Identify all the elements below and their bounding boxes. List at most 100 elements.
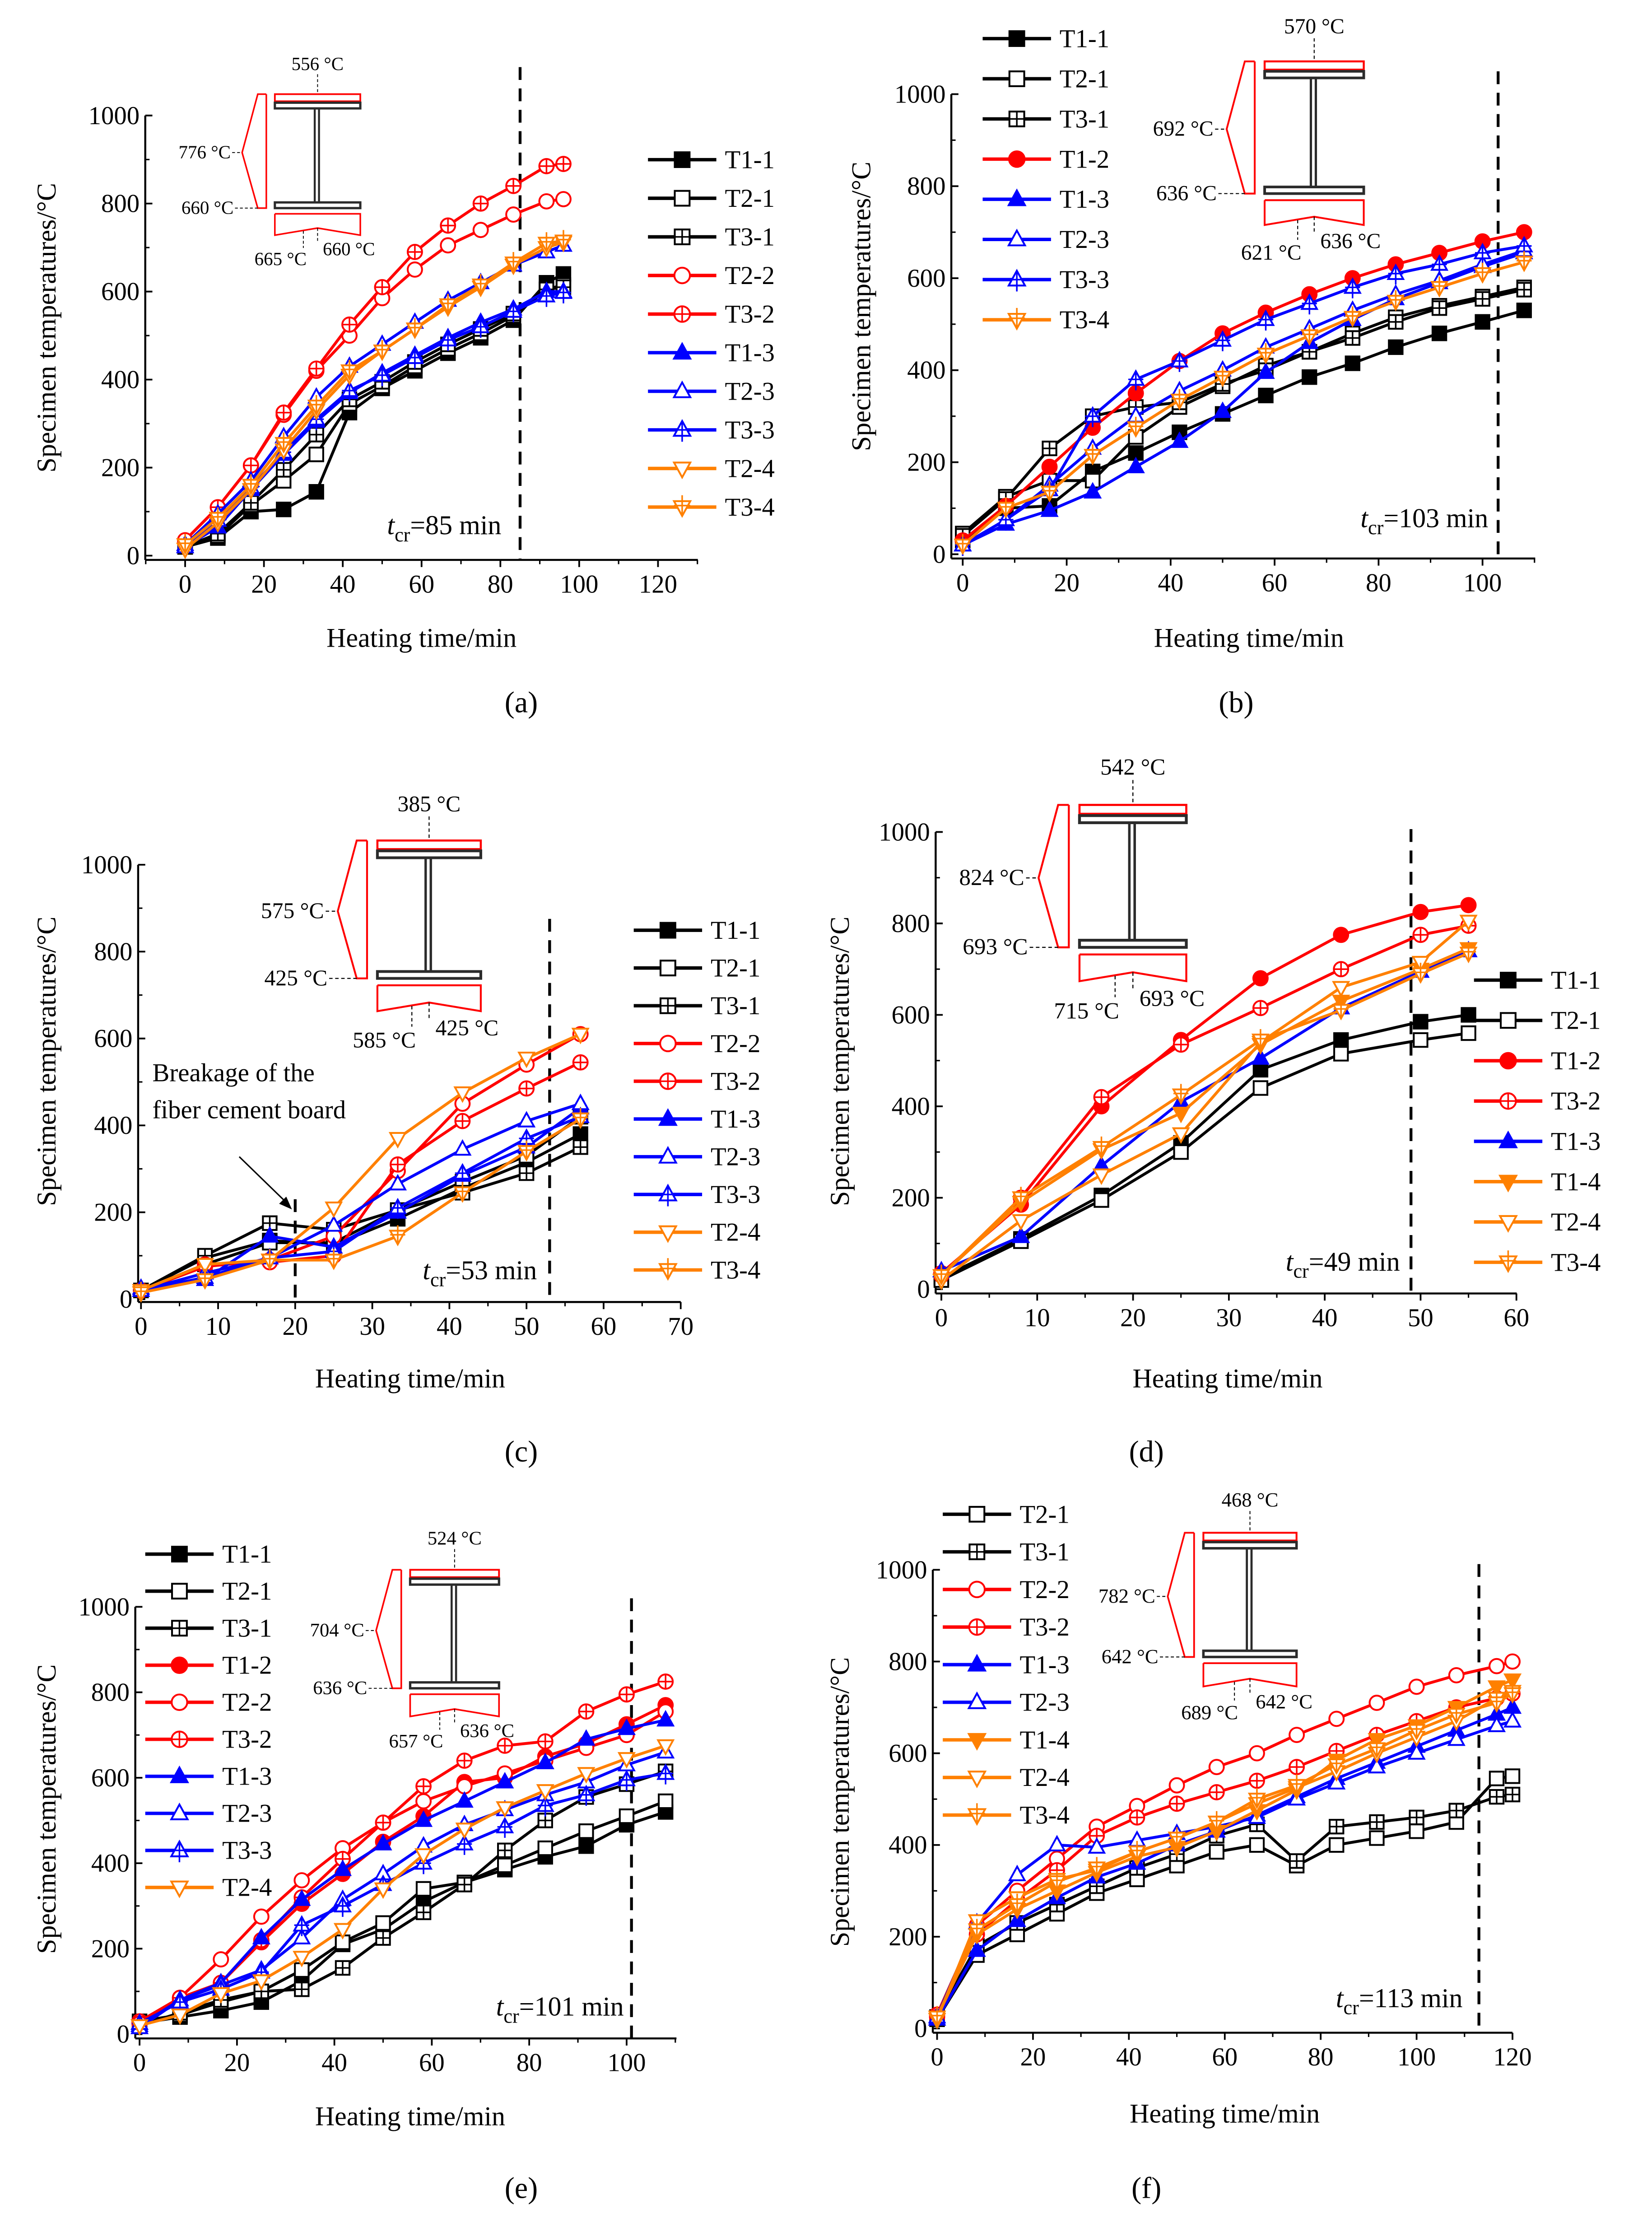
series-T2-2 (929, 1653, 1521, 2023)
bottom-flange (409, 1681, 500, 1690)
top-temperature: 556 °C (292, 53, 344, 74)
tcr-value: =113 min (1359, 1983, 1463, 2013)
y-axis-title: Specimen temperatures/°C (32, 183, 61, 472)
y-axis-title: Specimen temperatures/°C (825, 917, 855, 1206)
y-tick-label: 0 (914, 2014, 927, 2043)
legend-label: T1-1 (711, 916, 760, 945)
x-tick-label: 120 (1493, 2043, 1531, 2071)
top-temperature: 542 °C (1100, 754, 1165, 780)
web (424, 856, 432, 973)
bottom-flange (376, 970, 482, 980)
legend-item-T3-4: T3-4 (633, 1256, 760, 1284)
x-tick-label: 60 (1262, 569, 1288, 597)
data-point-marker (1249, 1837, 1265, 1853)
data-point-marker (1252, 1080, 1269, 1096)
x-tick-label: 40 (1158, 569, 1183, 597)
legend-label: T1-3 (1551, 1127, 1601, 1156)
breakage-annotation: fiber cement board (153, 1095, 346, 1124)
bottom-right-temperature: 693 °C (1140, 986, 1205, 1011)
tcr-subscript: cr (1344, 1997, 1359, 2019)
data-point-marker (171, 2008, 189, 2025)
top-board-outline (409, 1569, 500, 1578)
x-tick-label: 20 (1020, 2043, 1046, 2071)
data-point-marker (656, 1739, 675, 1756)
bottom-left-temperature: 689 °C (1181, 1701, 1238, 1724)
series-T3-4 (928, 1683, 1522, 2028)
web-temperature: 776 °C (178, 141, 231, 162)
data-point-marker (1092, 1168, 1111, 1185)
data-point-marker (571, 1028, 590, 1044)
legend-item-T3-1: T3-1 (982, 105, 1109, 133)
data-point-marker (536, 1753, 554, 1769)
x-tick-label: 0 (133, 2049, 146, 2077)
legend-item-T2-2: T2-2 (633, 1030, 760, 1058)
legend-label: T3-4 (1060, 306, 1109, 334)
legend-item-T1-4: T1-4 (943, 1726, 1070, 1754)
data-point-marker (617, 1718, 636, 1735)
legend-marker (967, 1654, 987, 1672)
x-tick-label: 80 (1366, 569, 1391, 597)
legend-label: T3-3 (711, 1180, 760, 1209)
data-point-marker (537, 1840, 553, 1856)
series-T3-4 (954, 251, 1533, 555)
legend-item-T3-3: T3-3 (648, 416, 775, 444)
x-tick-label: 40 (1116, 2043, 1142, 2071)
legend-label: T1-3 (1019, 1650, 1069, 1679)
data-point-marker (517, 1111, 536, 1128)
panel-caption: (b) (1219, 686, 1253, 719)
legend-item-T2-1: T2-1 (1474, 1007, 1601, 1035)
legend-marker (1007, 188, 1027, 206)
data-point-marker (1008, 1864, 1027, 1881)
data-point-marker (415, 1793, 432, 1809)
data-point-marker (1040, 500, 1059, 517)
bottom-temperature-profile (409, 1693, 500, 1718)
legend-item-T3-4: T3-4 (648, 493, 775, 522)
legend-label: T2-3 (1019, 1688, 1069, 1717)
data-point-marker (1459, 914, 1478, 932)
legend-item-T2-3: T2-3 (982, 225, 1109, 254)
data-point-marker (656, 1710, 675, 1727)
bottom-flange (1202, 1649, 1298, 1659)
legend-item-T1-1: T1-1 (648, 146, 775, 174)
y-tick-label: 800 (101, 190, 140, 218)
bottom-left-temperature: 665 °C (255, 248, 307, 269)
data-point-marker (1173, 1144, 1189, 1160)
y-tick-label: 0 (917, 1275, 930, 1304)
x-tick-label: 60 (409, 570, 434, 599)
chart-panel-a: 0 200 400 600 800 1000 0 20 40 60 80 100 120 Heating … (32, 53, 775, 719)
data-point-marker (1368, 1694, 1385, 1711)
chart-panel-c: 0 200 400 600 800 1000 0 10 20 30 40 50 60 70 Heating … (32, 791, 760, 1468)
data-point-marker (1084, 482, 1102, 499)
legend-marker (1498, 1130, 1518, 1148)
chart-panel-b: 0 200 400 600 800 1000 0 20 40 60 80 100 Heating tim… (846, 15, 1536, 719)
y-tick-label: 1000 (879, 818, 930, 846)
data-point-marker (538, 193, 555, 210)
tcr-value: =49 min (1309, 1247, 1400, 1277)
legend-item-T3-2: T3-2 (1474, 1087, 1601, 1115)
bottom-temperature-profile (1264, 199, 1365, 226)
legend-item-T2-2: T2-2 (943, 1575, 1070, 1604)
data-point-marker (308, 447, 324, 462)
legend-label: T1-1 (1551, 966, 1601, 994)
series-line-T3-3 (139, 1772, 666, 2025)
x-tick-label: 20 (1054, 569, 1080, 597)
tcr-value: =103 min (1383, 503, 1488, 533)
x-tick-label: 60 (419, 2049, 445, 2077)
x-tick-label: 0 (931, 2043, 943, 2071)
data-point-marker (253, 1908, 270, 1925)
x-tick-label: 100 (607, 2049, 646, 2077)
legend-item-T3-1: T3-1 (943, 1538, 1070, 1566)
top-temperature: 468 °C (1222, 1488, 1279, 1511)
legend-label: T3-4 (1551, 1248, 1601, 1277)
x-axis-title: Heating time/min (1130, 2098, 1320, 2128)
legend-item-T3-3: T3-3 (633, 1180, 760, 1209)
legend-label: T2-4 (1019, 1763, 1069, 1792)
section-temperature-diagram: 542 °C 824 °C 693 °C 715 °C 693 °C (959, 754, 1205, 1024)
legend-label: T2-2 (711, 1030, 760, 1058)
web-temperature-profile (375, 1569, 402, 1689)
data-point-marker (1460, 897, 1477, 914)
web-temperature: 782 °C (1098, 1585, 1155, 1607)
series-line-T2-1 (935, 1775, 1513, 2020)
legend-label: T3-4 (711, 1256, 760, 1284)
legend-label: T3-2 (725, 300, 775, 328)
